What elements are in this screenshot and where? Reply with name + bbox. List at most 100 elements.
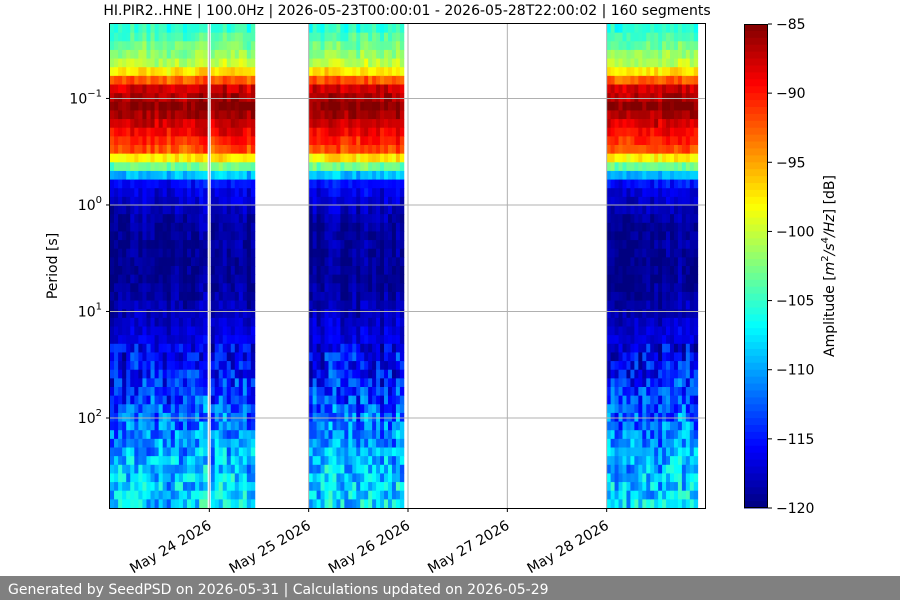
heatmap-cell [222,257,228,267]
heatmap-cell [658,335,663,345]
heatmap-cell [673,49,679,59]
heatmap-cell [234,240,240,250]
heatmap-cell [336,473,341,483]
heatmap-cell [622,464,627,474]
heatmap-cell [693,369,699,379]
heatmap-cell [324,412,329,422]
heatmap-cell [182,283,188,293]
heatmap-cell [130,145,135,155]
heatmap-cell [388,482,393,492]
heatmap-cell [638,291,643,301]
heatmap-cell [372,369,377,379]
heatmap-cell [114,196,119,206]
heatmap-cell [246,153,252,163]
heatmap-cell [203,248,208,258]
heatmap-cell [376,352,381,362]
heatmap-cell [634,58,639,68]
heatmap-cell [662,222,667,232]
heatmap-cell [364,456,369,466]
heatmap-cell [199,32,204,42]
heatmap-cell [364,205,369,215]
heatmap-cell [384,490,389,500]
heatmap-cell [685,110,691,120]
heatmap-cell [118,274,123,284]
heatmap-cell [630,404,635,414]
heatmap-cell [122,447,127,457]
heatmap-cell [626,464,631,474]
heatmap-cell [634,24,639,34]
heatmap-cell [130,361,135,371]
heatmap-cell [312,101,317,111]
heatmap-cell [178,170,184,180]
heatmap-cell [308,361,314,371]
heatmap-cell [372,75,377,85]
heatmap-cell [195,430,200,440]
heatmap-cell [610,447,615,457]
heatmap-cell [154,343,160,353]
heatmap-cell [242,378,248,388]
heatmap-cell [626,32,631,42]
heatmap-cell [142,447,147,457]
heatmap-cell [391,438,397,448]
heatmap-cell [182,67,188,77]
heatmap-cell [606,231,612,241]
heatmap-cell [606,179,612,189]
heatmap-cell [364,291,369,301]
heatmap-cell [360,369,365,379]
heatmap-cell [650,387,655,397]
colorbar-swatch [744,466,768,474]
heatmap-cell [348,447,353,457]
heatmap-cell [114,369,119,379]
heatmap-cell [336,205,341,215]
heatmap-cell [622,75,627,85]
heatmap-cell [182,222,188,232]
heatmap-cell [126,326,131,336]
heatmap-cell [316,283,321,293]
heatmap-cell [199,222,204,232]
heatmap-cell [622,473,627,483]
heatmap-cell [162,291,168,301]
heatmap-cell [134,58,139,68]
heatmap-cell [372,378,377,388]
heatmap-cell [376,387,381,397]
heatmap-cell [246,309,252,319]
heatmap-cell [162,222,168,232]
colorbar-swatch [744,418,768,426]
heatmap-cell [654,473,659,483]
heatmap-cell [178,300,184,310]
heatmap-cell [166,119,172,129]
heatmap-cell [693,75,699,85]
heatmap-cell [395,387,401,397]
heatmap-cell [242,464,248,474]
heatmap-cell [230,395,236,405]
heatmap-cell [356,188,361,198]
heatmap-cell [203,41,208,51]
heatmap-cell [384,32,389,42]
heatmap-cell [666,196,671,206]
heatmap-cell [689,179,695,189]
heatmap-cell [238,188,244,198]
heatmap-cell [391,257,397,267]
heatmap-cell [324,214,329,224]
heatmap-cell [384,482,389,492]
heatmap-cell [606,119,612,129]
heatmap-cell [158,378,164,388]
heatmap-cell [666,119,671,129]
heatmap-cell [336,482,341,492]
heatmap-cell [352,395,357,405]
heatmap-cell [677,266,683,276]
heatmap-cell [170,101,176,111]
heatmap-cell [352,214,357,224]
heatmap-cell [182,361,188,371]
heatmap-cell [352,482,357,492]
heatmap-cell [166,257,172,267]
heatmap-cell [118,283,123,293]
heatmap-cell [170,412,176,422]
heatmap-cell [312,67,317,77]
heatmap-cell [110,361,115,371]
heatmap-cell [146,231,151,241]
heatmap-cell [138,179,143,189]
heatmap-cell [195,387,200,397]
heatmap-cell [134,101,139,111]
heatmap-cell [312,32,317,42]
